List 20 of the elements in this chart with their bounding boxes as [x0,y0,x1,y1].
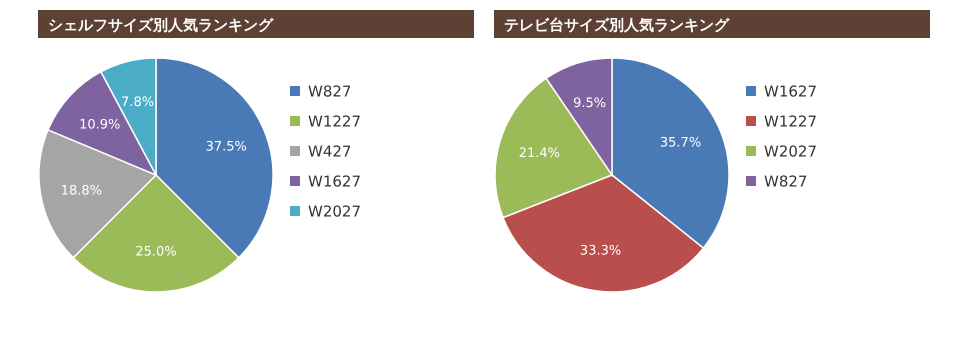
data-label: 25.0% [135,244,177,260]
data-label: 33.3% [580,244,622,259]
legend-label: W2027 [308,202,362,220]
legend-label: W427 [308,142,352,160]
chart-title: テレビ台サイズ別人気ランキング [504,16,730,34]
data-label: 35.7% [660,136,702,151]
data-label: 9.5% [573,96,606,111]
legend-label: W1227 [308,112,362,130]
data-label: 18.8% [60,183,102,198]
legend-label: W2027 [764,142,818,160]
legend-label: W1627 [764,82,818,100]
data-label: 7.8% [121,94,154,110]
legend-label: W827 [308,82,352,100]
data-label: 21.4% [518,146,560,162]
legend-label: W1227 [764,112,818,130]
legend-label: W1627 [308,172,362,190]
data-label: 10.9% [79,117,120,132]
chart-title: シェルフサイズ別人気ランキング [48,16,274,34]
legend-label: W827 [764,172,808,190]
data-label: 37.5% [206,139,247,154]
